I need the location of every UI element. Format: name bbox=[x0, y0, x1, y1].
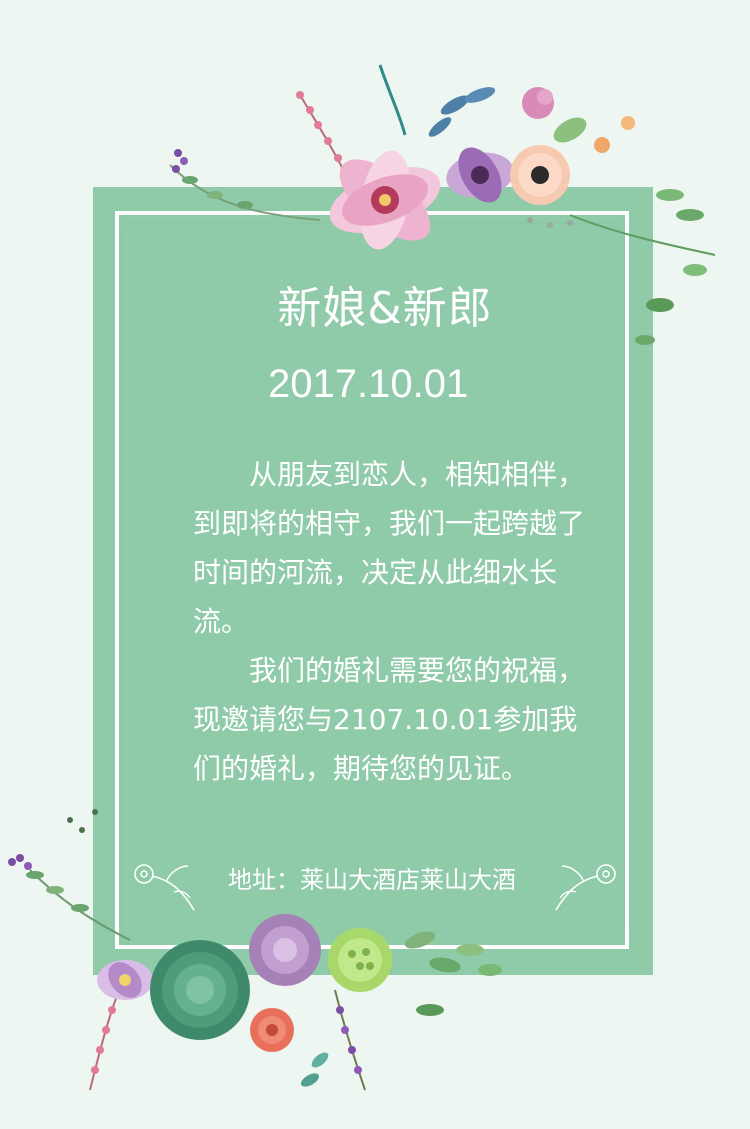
couple-title: 新娘&新郎 bbox=[277, 283, 493, 334]
invitation-message: 从朋友到恋人，相知相伴，到即将的相守，我们一起跨越了时间的河流，决定从此细水长流… bbox=[193, 450, 585, 793]
floral-swirl-icon-right bbox=[555, 864, 616, 911]
floral-swirl-icon-left bbox=[134, 864, 195, 911]
message-paragraph-1: 从朋友到恋人，相知相伴，到即将的相守，我们一起跨越了时间的河流，决定从此细水长流… bbox=[193, 458, 586, 638]
wedding-date: 2017.10.01 bbox=[268, 362, 469, 406]
message-paragraph-2: 我们的婚礼需要您的祝福，现邀请您与2107.10.01参加我们的婚礼，期待您的见… bbox=[193, 654, 586, 785]
invitation-card bbox=[122, 224, 624, 932]
venue-address: 地址：莱山大酒店莱山大酒 bbox=[228, 866, 516, 894]
